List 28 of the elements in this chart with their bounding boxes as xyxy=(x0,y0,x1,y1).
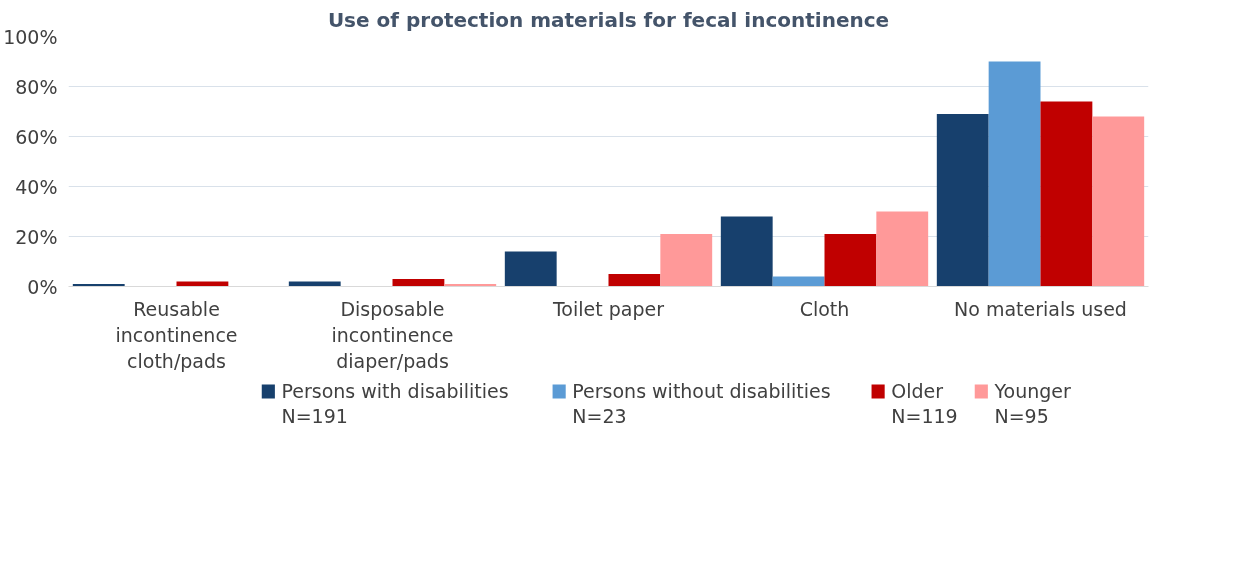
bar xyxy=(1092,116,1145,287)
y-tick-label: 60% xyxy=(15,125,58,148)
legend-label: Persons without disabilities N=23 xyxy=(572,379,831,427)
bar xyxy=(608,274,661,287)
bar xyxy=(824,234,877,287)
bar xyxy=(720,216,773,287)
x-tick-label: Toilet paper xyxy=(552,297,665,320)
bar xyxy=(1040,101,1093,287)
x-tick-label: No materials used xyxy=(954,297,1127,320)
bar xyxy=(392,279,445,287)
bar xyxy=(772,276,825,287)
bar xyxy=(936,114,989,287)
bar xyxy=(660,234,713,287)
x-tick-label: Disposable incontinence diaper/pads xyxy=(331,297,454,373)
legend-label: Older N=119 xyxy=(891,379,958,427)
legend-label: Younger N=95 xyxy=(993,379,1071,427)
y-tick-label: 100% xyxy=(3,25,58,48)
x-tick-label: Cloth xyxy=(799,297,850,320)
y-tick-label: 0% xyxy=(27,275,58,298)
bar xyxy=(876,211,929,287)
chart-title: Use of protection materials for fecal incontinence xyxy=(327,7,890,32)
y-tick-label: 80% xyxy=(15,75,58,98)
bar xyxy=(988,61,1041,287)
y-tick-label: 20% xyxy=(15,225,58,248)
x-tick-label: Reusable incontinence cloth/pads xyxy=(115,297,238,373)
y-tick-label: 40% xyxy=(15,175,58,198)
bar xyxy=(504,251,557,287)
legend-label: Persons with disabilities N=191 xyxy=(281,379,509,427)
